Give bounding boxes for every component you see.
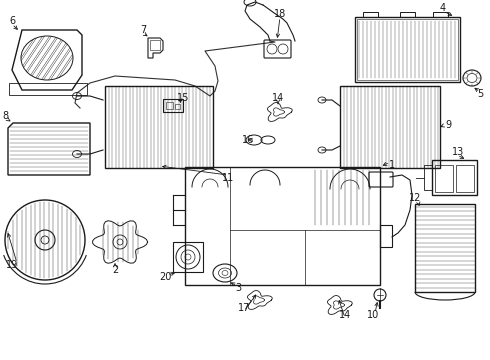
Text: 19: 19 <box>6 260 18 270</box>
Text: 14: 14 <box>339 310 351 320</box>
Bar <box>150 40 160 50</box>
Bar <box>9 83 87 95</box>
Text: 6: 6 <box>9 16 15 26</box>
Text: 18: 18 <box>274 9 286 19</box>
Bar <box>456 165 474 192</box>
Bar <box>433 12 448 17</box>
Text: 17: 17 <box>238 303 250 313</box>
Text: 4: 4 <box>440 3 446 13</box>
Text: 14: 14 <box>272 93 284 103</box>
Text: 15: 15 <box>177 93 189 103</box>
Bar <box>173 242 203 272</box>
Bar <box>163 99 183 112</box>
Text: 13: 13 <box>452 147 464 157</box>
Bar <box>363 12 378 17</box>
Bar <box>435 165 453 192</box>
Bar <box>185 167 380 285</box>
Bar <box>357 19 458 80</box>
Bar <box>380 225 392 247</box>
Text: 16: 16 <box>242 135 254 145</box>
Text: 5: 5 <box>477 89 483 99</box>
Text: 10: 10 <box>367 310 379 320</box>
Bar <box>415 204 475 292</box>
Bar <box>175 104 180 109</box>
Bar <box>400 12 415 17</box>
Bar <box>424 165 432 190</box>
Text: 1: 1 <box>389 160 395 170</box>
Text: 20: 20 <box>159 272 171 282</box>
Text: 7: 7 <box>140 25 146 35</box>
Text: 3: 3 <box>235 283 241 293</box>
Bar <box>340 86 440 168</box>
Bar <box>105 86 213 168</box>
Text: 11: 11 <box>222 173 234 183</box>
Bar <box>166 102 173 109</box>
Text: 8: 8 <box>2 111 8 121</box>
Bar <box>432 160 477 195</box>
Bar <box>355 17 460 82</box>
Text: 9: 9 <box>445 120 451 130</box>
Text: 12: 12 <box>409 193 421 203</box>
Text: 2: 2 <box>112 265 118 275</box>
